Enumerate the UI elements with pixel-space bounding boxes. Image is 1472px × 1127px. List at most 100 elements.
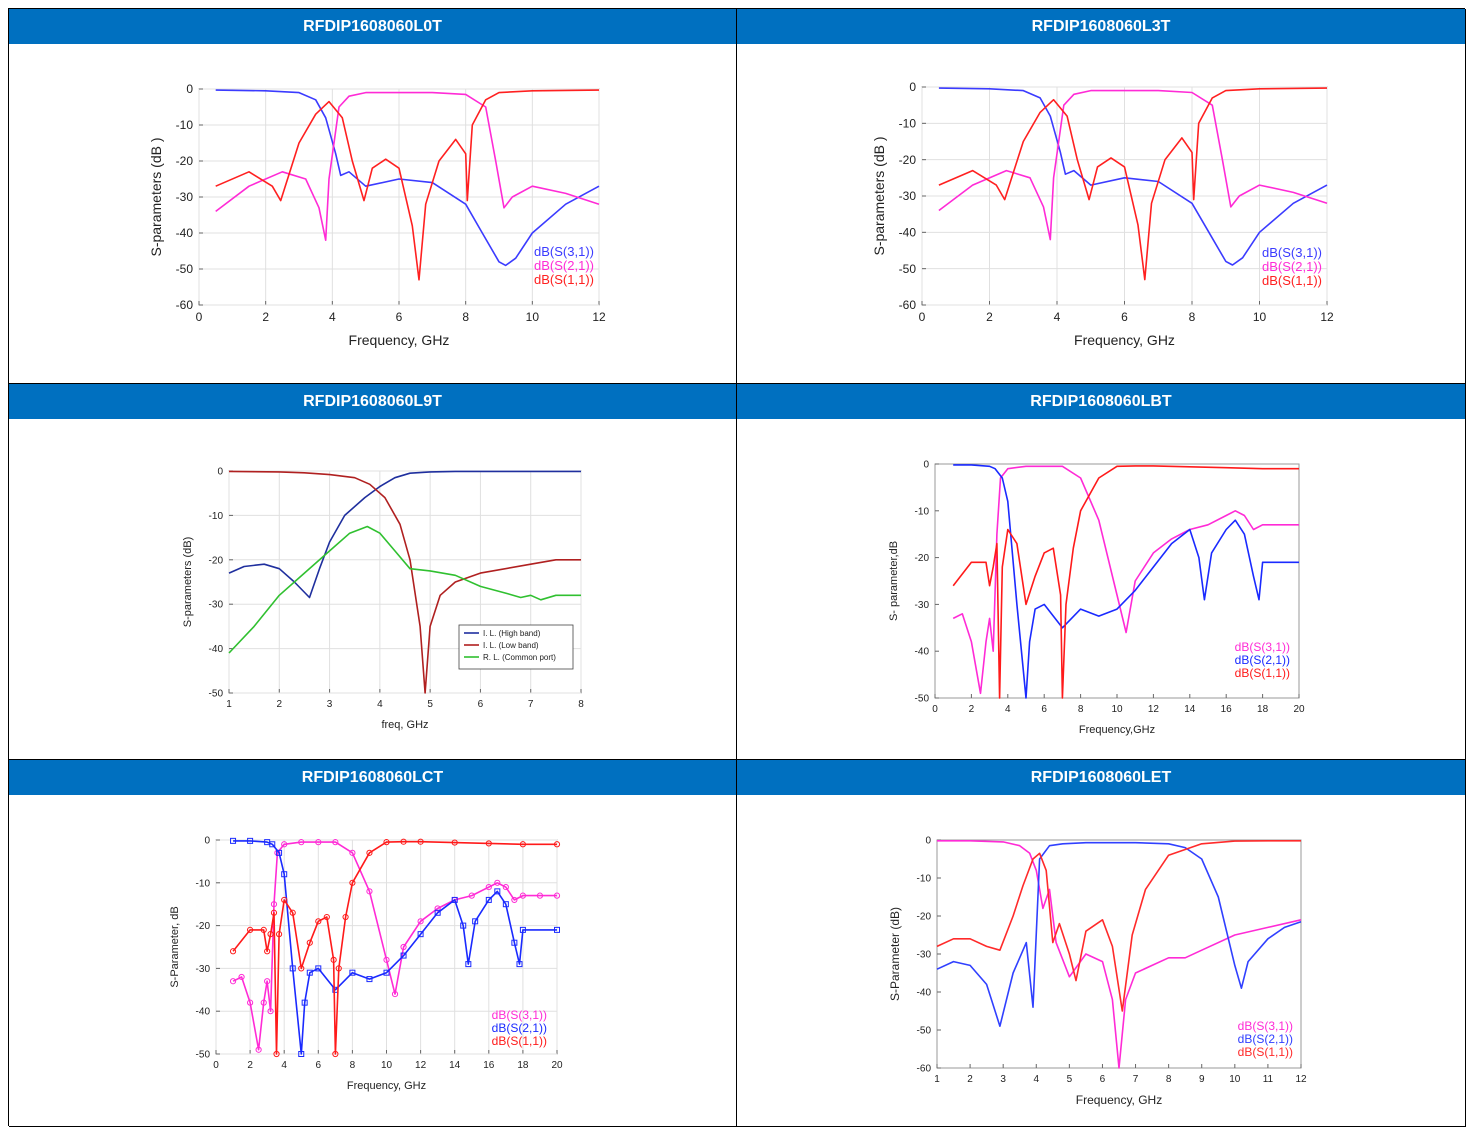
y-tick-label: -40	[176, 226, 194, 240]
series-line	[215, 91, 600, 241]
x-tick-label: 3	[1000, 1074, 1006, 1085]
series-line	[937, 839, 1302, 1069]
legend-label: dB(S(1,1))	[492, 1034, 547, 1048]
data-marker	[519, 841, 527, 848]
data-marker	[554, 926, 560, 933]
data-marker	[281, 871, 288, 878]
x-tick-label: 6	[478, 699, 484, 710]
legend-label: dB(S(3,1))	[492, 1008, 547, 1022]
data-marker	[247, 999, 254, 1006]
data-marker	[383, 969, 390, 976]
y-tick-label: -30	[899, 189, 917, 203]
legend-label: R. L. (Common port)	[483, 653, 556, 662]
y-tick-label: 0	[923, 460, 929, 471]
data-marker	[536, 892, 544, 899]
x-tick-label: 10	[1229, 1074, 1241, 1085]
y-tick-label: -10	[196, 878, 211, 889]
panel-title: RFDIP1608060L0T	[9, 9, 736, 44]
legend-label: dB(S(2,1))	[1238, 1032, 1293, 1046]
legend-label: I. L. (Low band)	[483, 641, 539, 650]
legend-label: dB(S(1,1))	[1235, 666, 1290, 680]
series-line	[938, 87, 1328, 266]
x-tick-label: 6	[316, 1060, 322, 1071]
panel-lct: RFDIP1608060LCT 0 2 4 6 8 10 12 14 16 18 20 0 -10 -20…	[9, 760, 737, 1127]
y-axis-label: S-parameters (dB )	[871, 136, 887, 255]
x-tick-label: 6	[1041, 704, 1047, 715]
series-line	[953, 464, 1299, 699]
data-marker	[264, 948, 271, 955]
panel-title: RFDIP1608060LCT	[9, 760, 736, 795]
series-line	[228, 470, 581, 599]
x-tick-label: 1	[934, 1074, 940, 1085]
y-tick-label: -40	[915, 647, 930, 658]
x-axis-label: Frequency,GHz	[1079, 724, 1155, 736]
x-axis-label: Frequency, GHz	[1074, 332, 1175, 348]
x-tick-label: 6	[396, 310, 403, 324]
data-marker	[417, 931, 424, 938]
data-marker	[494, 888, 501, 895]
y-tick-label: -50	[196, 1050, 211, 1061]
legend-label: dB(S(2,1))	[1235, 653, 1290, 667]
y-axis-label: S-parameters (dB)	[182, 537, 194, 627]
data-marker	[332, 1050, 339, 1058]
y-axis-label: S-parameters (dB )	[148, 137, 164, 256]
x-tick-label: 16	[483, 1060, 495, 1071]
series-line	[215, 89, 600, 267]
panel-title: RFDIP1608060LET	[737, 760, 1465, 795]
y-tick-label: -10	[917, 874, 932, 885]
data-marker	[511, 896, 518, 904]
data-marker	[270, 909, 278, 916]
data-marker	[247, 926, 254, 933]
data-marker	[264, 978, 271, 985]
s-parameter-chart: 1 2 3 4 5 6 7 8 9 10 11 120-10-20-30-40-50-60Freque…	[888, 836, 1307, 1108]
y-tick-label: -20	[917, 912, 932, 923]
data-marker	[298, 839, 305, 846]
data-marker	[451, 839, 458, 846]
y-tick-label: 0	[217, 467, 223, 478]
legend-label: dB(S(1,1))	[1262, 273, 1322, 288]
x-tick-label: 0	[213, 1060, 219, 1071]
series-line	[938, 87, 1328, 281]
y-tick-label: -20	[176, 154, 194, 168]
data-marker	[460, 922, 467, 929]
data-marker	[349, 969, 356, 976]
data-marker	[516, 961, 523, 968]
x-tick-label: 10	[1253, 310, 1267, 324]
data-marker	[342, 913, 349, 921]
data-marker	[485, 883, 492, 891]
legend-label: dB(S(1,1))	[534, 272, 594, 287]
x-tick-label: 10	[1111, 704, 1123, 715]
x-tick-label: 12	[592, 310, 606, 324]
series-line	[215, 89, 600, 281]
data-marker	[465, 961, 472, 968]
data-marker	[301, 999, 308, 1006]
y-tick-label: 0	[909, 80, 916, 94]
x-axis-label: Frequency, GHz	[1076, 1093, 1162, 1107]
s-parameter-chart: 0 2 4 6 8 10 12 14 16 18 20 0 -10 -20 -30 -40 -50 Frequen…	[888, 460, 1305, 737]
legend-label: dB(S(2,1))	[492, 1021, 547, 1035]
y-tick-label: -50	[176, 262, 194, 276]
data-marker	[298, 965, 305, 972]
x-tick-label: 4	[377, 699, 383, 710]
s-parameter-chart: 0 2 4 6 8 10 12 0 -10 -20 -30 -40 -50 -60 Frequency, G…	[871, 80, 1334, 348]
x-tick-label: 12	[1320, 310, 1334, 324]
series-line	[233, 840, 557, 1055]
series-line	[936, 839, 1301, 1012]
data-marker	[281, 896, 288, 904]
plot-area	[936, 839, 1302, 1069]
series-line	[232, 841, 557, 1051]
y-axis-label: S-Parameter, dB	[169, 906, 181, 987]
x-tick-label: 11	[1263, 1074, 1274, 1085]
data-marker	[366, 888, 373, 895]
data-marker	[485, 896, 492, 903]
data-marker	[366, 849, 373, 856]
y-tick-label: -10	[915, 506, 930, 517]
s-parameter-chart: 1 2 3 4 5 6 7 8 0 -10 -20 -30 -40 -50 freq, GHz S-param…	[182, 467, 584, 732]
panel-title: RFDIP1608060LBT	[737, 384, 1465, 419]
data-marker	[434, 905, 441, 912]
x-tick-label: 14	[1184, 704, 1196, 715]
y-tick-label: -10	[209, 511, 224, 522]
panel-title: RFDIP1608060L9T	[9, 384, 736, 419]
x-tick-label: 2	[969, 704, 975, 715]
y-tick-label: -60	[176, 298, 194, 312]
